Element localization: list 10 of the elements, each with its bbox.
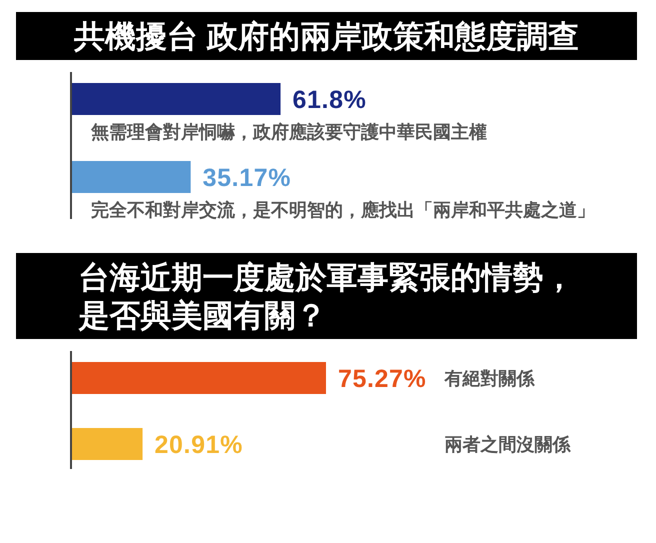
- value-label: 35.17%: [202, 164, 292, 192]
- value-label: 61.8%: [292, 86, 366, 114]
- value-label: 20.91%: [154, 431, 243, 459]
- value-label: 75.27%: [338, 365, 426, 393]
- category-label: 兩者之間沒關係: [444, 434, 570, 454]
- category-label: 完全不和對岸交流，是不明智的，應找出「兩岸和平共處之道」: [91, 200, 595, 220]
- title: 共機擾台 政府的兩岸政策和態度調查: [74, 19, 579, 54]
- category-label: 無需理會對岸恫嚇，政府應該要守護中華民國主權: [91, 122, 487, 142]
- category-label: 有絕對關係: [444, 368, 534, 388]
- title: 台海近期一度處於軍事緊張的情勢，是否與美國有關？: [78, 260, 574, 334]
